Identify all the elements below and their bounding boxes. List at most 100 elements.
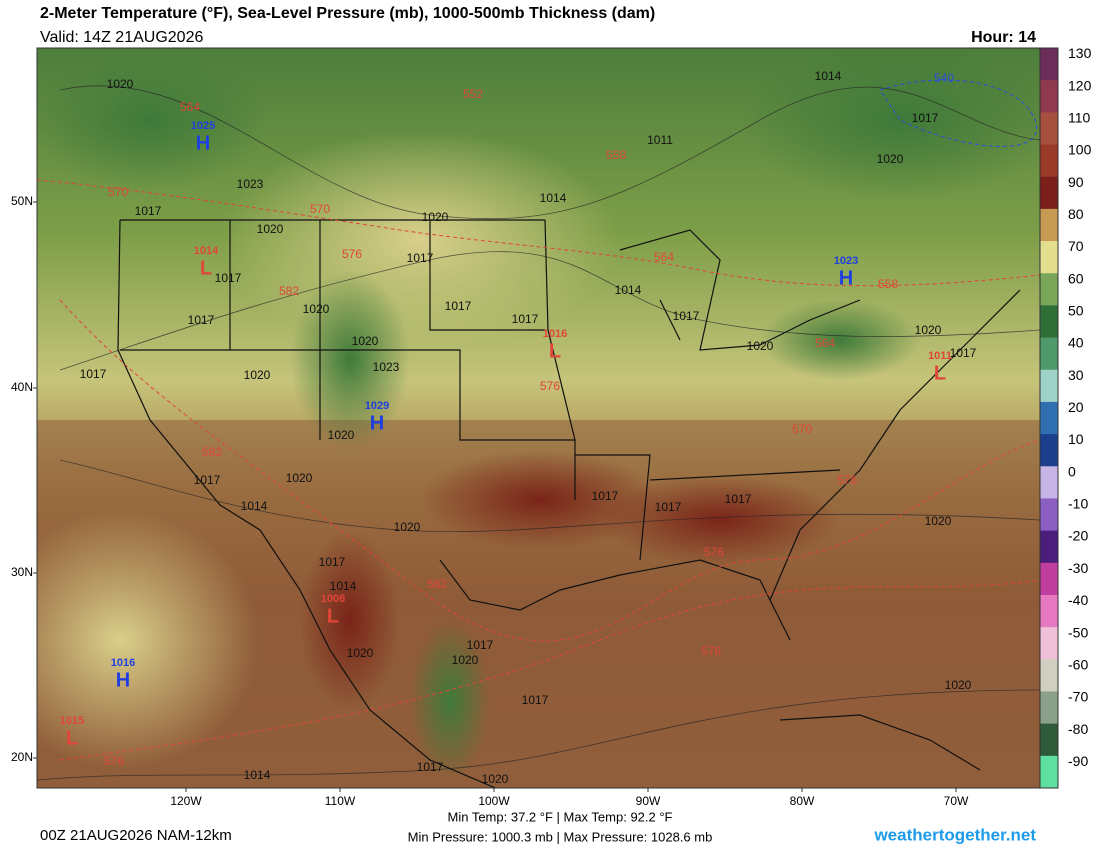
lon-label: 110W — [325, 794, 356, 808]
isobar-label: 1020 — [303, 302, 330, 316]
map — [37, 48, 1040, 788]
isobar-label: 1017 — [445, 299, 472, 313]
great-lakes — [619, 229, 861, 351]
colorbar-segment — [1040, 627, 1058, 660]
pacific-warm — [37, 510, 260, 770]
isobar-label: 1017 — [592, 489, 619, 503]
colorbar-segment — [1040, 755, 1058, 789]
pressure-center-type: L — [549, 340, 561, 362]
isobar-label: 1017 — [194, 473, 221, 487]
pressure-center-type: H — [370, 412, 384, 434]
isobar-label: 1020 — [482, 772, 509, 786]
colorbar-segment — [1040, 530, 1058, 564]
pressure-center-type: H — [116, 669, 130, 691]
pressure-center-type: L — [66, 727, 78, 749]
colorbar-label: 100 — [1068, 142, 1092, 158]
thickness-label: 564 — [180, 100, 200, 114]
colorbar-label: 130 — [1068, 45, 1092, 61]
pressure-center-value: 1014 — [194, 245, 219, 257]
isobar-label: 1020 — [877, 152, 904, 166]
lat-label: 40N — [11, 380, 33, 394]
colorbar-label: 110 — [1068, 109, 1091, 125]
colorbar-frame — [1039, 47, 1059, 789]
isobar-label: 1020 — [452, 653, 479, 667]
thickness-label: 570 — [310, 202, 330, 216]
colorbar-label: 70 — [1068, 238, 1084, 254]
colorbar-label: 80 — [1068, 206, 1084, 222]
cool-area — [760, 300, 920, 380]
colorbar-segment — [1040, 80, 1058, 113]
lon-label: 120W — [170, 794, 202, 808]
colorbar-label: -20 — [1068, 528, 1088, 544]
isobar-label: 1020 — [107, 77, 134, 91]
isobar-label: 1017 — [950, 346, 977, 360]
thickness-label: 576 — [701, 644, 721, 658]
colorbar-segment — [1040, 401, 1058, 435]
colorbar-label: 90 — [1068, 174, 1084, 190]
pressure-center-type: H — [196, 132, 210, 154]
colorbar-segment — [1040, 112, 1058, 146]
pressure-center-value: 1016 — [543, 328, 567, 340]
isobar-label: 1020 — [347, 646, 374, 660]
lat-label: 50N — [11, 194, 33, 208]
colorbar: 1301201101009080706050403020100-10-20-30… — [1039, 45, 1092, 789]
isobar-label: 1020 — [915, 323, 942, 337]
isobar-label: 1020 — [747, 339, 774, 353]
thickness-label: 558 — [606, 148, 626, 162]
isobar-label: 1023 — [237, 177, 264, 191]
isobar-label: 1017 — [417, 760, 444, 774]
lon-label: 100W — [478, 794, 510, 808]
colorbar-segment — [1040, 369, 1058, 403]
hot-spot — [420, 450, 660, 550]
colorbar-label: 20 — [1068, 399, 1084, 415]
valid-time: Valid: 14Z 21AUG2026 — [40, 29, 203, 46]
isobar-label: 1014 — [815, 69, 842, 83]
thickness-label: 576 — [704, 545, 724, 559]
isobar-label: 1020 — [422, 210, 449, 224]
thickness-label: 564 — [815, 336, 835, 350]
pressure-center-value: 1029 — [365, 400, 389, 412]
boundaries — [117, 219, 1021, 788]
isobar-label: 1017 — [135, 204, 162, 218]
thickness-label: 552 — [463, 87, 483, 101]
colorbar-label: -50 — [1068, 624, 1088, 640]
isobar-label: 1014 — [330, 579, 357, 593]
isobars — [37, 85, 1040, 781]
colorbar-label: -10 — [1068, 496, 1088, 512]
isobar-label: 1017 — [215, 271, 242, 285]
pressure-center-value: 1011 — [928, 350, 952, 362]
colorbar-segment — [1040, 659, 1058, 692]
colorbar-label: -30 — [1068, 560, 1088, 576]
pressure-center-value: 1016 — [111, 657, 135, 669]
lat-label: 30N — [11, 565, 33, 579]
lon-label: 80W — [790, 794, 815, 808]
model-run: 00Z 21AUG2026 NAM-12km — [40, 827, 232, 844]
isobar-label: 1017 — [655, 500, 682, 514]
thickness-label: 540 — [934, 71, 954, 85]
isobar-label: 1014 — [615, 283, 642, 297]
isobar-label: 1017 — [725, 492, 752, 506]
pressure-center-value: 1025 — [191, 120, 215, 132]
thickness-label: 558 — [878, 277, 898, 291]
title: 2-Meter Temperature (°F), Sea-Level Pres… — [40, 5, 655, 22]
cool-area — [740, 48, 1040, 200]
lon-label: 90W — [636, 794, 661, 808]
isobar-label: 1017 — [319, 555, 346, 569]
colorbar-label: -70 — [1068, 689, 1088, 705]
pressure-center-type: L — [200, 257, 212, 279]
thickness-label: 582 — [427, 577, 447, 591]
isobar-label: 1020 — [286, 471, 313, 485]
colorbar-label: 50 — [1068, 303, 1084, 319]
thickness-540 — [879, 79, 1038, 147]
isobar-label: 1014 — [540, 191, 567, 205]
colorbar-label: -60 — [1068, 656, 1088, 672]
colorbar-segment — [1040, 337, 1058, 371]
isobar-label: 1020 — [244, 368, 271, 382]
gulf-east-coast — [439, 289, 1021, 641]
thickness-label: 582 — [202, 445, 222, 459]
isobar-label: 1017 — [522, 693, 549, 707]
isobar-label: 1020 — [394, 520, 421, 534]
lat-label: 20N — [11, 750, 33, 764]
isobar-label: 1017 — [512, 312, 539, 326]
